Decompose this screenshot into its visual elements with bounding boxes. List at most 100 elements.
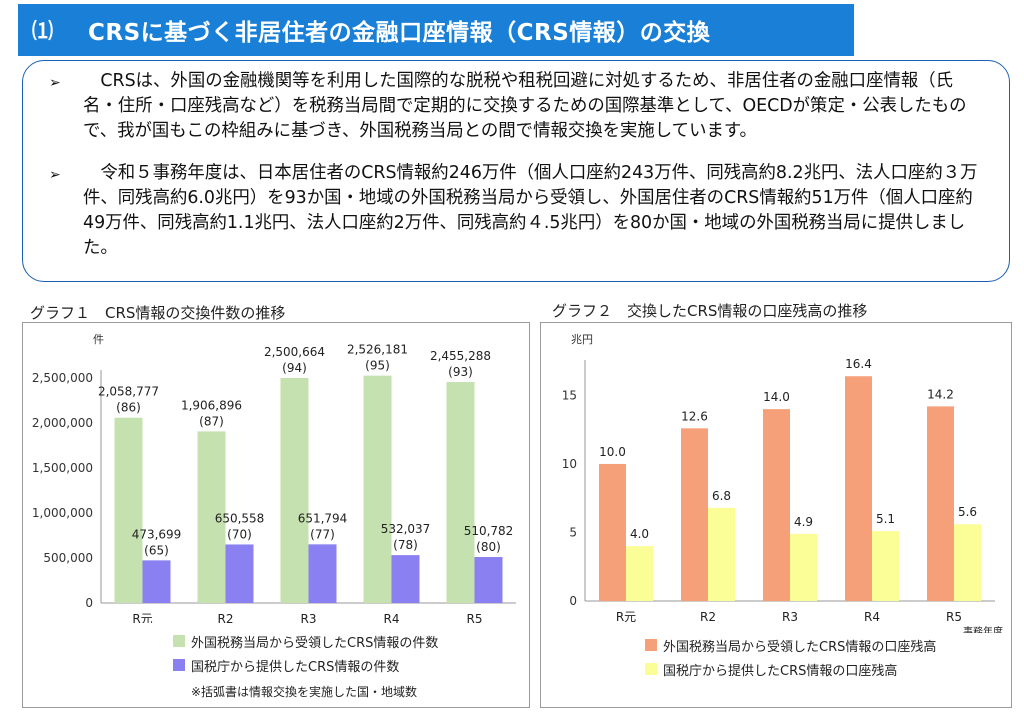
intro-box: ➢ CRSは、外国の金融機関等を利用した国際的な脱税や租税回避に対処するため、非… [22, 60, 1010, 282]
data-label: 14.2 [927, 387, 954, 401]
bar-provided [225, 544, 254, 603]
data-label: 4.0 [630, 527, 649, 541]
legend-swatch-provided [645, 663, 657, 675]
y-tick-label: 0 [85, 596, 93, 610]
chart1-plot: 0 500,000 1,000,000 1,500,000 2,000,000 2,500… [32, 333, 516, 623]
bar-provided [308, 544, 337, 603]
chart2-frame: 0 5 10 15 兆円 10.0 4.0 R元 12.6 6.8 R2 14.0 4.9 R3 16.4 5… [540, 322, 1012, 708]
x-tick-label: R3 [301, 612, 317, 623]
bar-received [845, 376, 872, 601]
chart1-note: ※括弧書は情報交換を実施した国・地域数 [191, 685, 418, 699]
arrow-bullet-icon: ➢ [49, 167, 61, 183]
bar-provided [142, 560, 171, 603]
bar-provided [708, 507, 735, 601]
bar-received [114, 417, 143, 603]
country-count-label: (78) [393, 538, 418, 552]
legend-swatch-provided [173, 659, 185, 671]
y-tick-label: 10 [562, 457, 577, 471]
section-number: ⑴ [32, 19, 53, 43]
data-label: 2,455,288 [430, 349, 491, 363]
bar-received [446, 382, 475, 603]
country-count-label: (94) [282, 361, 307, 375]
legend-label-provided: 国税庁から提供したCRS情報の件数 [191, 659, 400, 675]
chart2-title: グラフ２ 交換したCRS情報の口座残高の推移 [552, 302, 868, 320]
y-axis-label: 件 [93, 333, 104, 346]
chart2-legend: 外国税務当局から受領したCRS情報の口座残高 国税庁から提供したCRS情報の口座… [645, 633, 936, 681]
bar-received [681, 428, 708, 601]
country-count-label: (65) [144, 543, 169, 557]
legend-item-received: 外国税務当局から受領したCRS情報の口座残高 [645, 633, 936, 657]
x-tick-label: R元 [616, 610, 636, 624]
data-label: 2,058,777 [98, 385, 159, 399]
bar-received [599, 463, 626, 601]
intro-bullet-text: CRSは、外国の金融機関等を利用した国際的な脱税や租税回避に対処するため、非居住… [83, 71, 967, 141]
legend-label-received: 外国税務当局から受領したCRS情報の口座残高 [663, 639, 937, 655]
y-tick-label: 500,000 [43, 551, 93, 565]
data-label: 532,037 [381, 522, 431, 536]
y-tick-label: 2,500,000 [32, 371, 93, 385]
legend-label-provided: 国税庁から提供したCRS情報の口座残高 [663, 663, 898, 679]
data-label: 4.9 [794, 515, 813, 529]
data-label: 510,782 [464, 524, 514, 538]
bar-received [763, 409, 790, 601]
chart1-legend: 外国税務当局から受領したCRS情報の件数 国税庁から提供したCRS情報の件数 [173, 629, 438, 677]
chart1-frame: 0 500,000 1,000,000 1,500,000 2,000,000 2,500… [22, 322, 530, 708]
legend-swatch-received [645, 639, 657, 651]
legend-item-provided: 国税庁から提供したCRS情報の口座残高 [645, 657, 936, 681]
intro-bullet-text: 令和５事務年度は、日本居住者のCRS情報約246万件（個人口座約243万件、同残… [83, 163, 978, 258]
country-count-label: (87) [199, 414, 224, 428]
bar-received [927, 406, 954, 601]
y-tick-label: 1,000,000 [32, 506, 93, 520]
bar-provided [790, 533, 817, 601]
data-label: 12.6 [681, 409, 708, 423]
page-title: CRSに基づく非居住者の金融口座情報（CRS情報）の交換 [88, 20, 711, 46]
data-label: 10.0 [599, 445, 626, 459]
data-label: 2,500,664 [264, 345, 325, 359]
data-label: 16.4 [845, 357, 872, 371]
country-count-label: (95) [365, 359, 390, 373]
data-label: 473,699 [132, 527, 182, 541]
x-tick-label: R4 [864, 610, 880, 624]
x-tick-label: R2 [700, 610, 716, 624]
x-axis-label: 事務年度 [963, 625, 1003, 633]
country-count-label: (80) [476, 540, 501, 554]
bar-received [197, 431, 226, 603]
data-label: 6.8 [712, 489, 731, 503]
bar-received [363, 375, 392, 603]
chart2-plot: 0 5 10 15 兆円 10.0 4.0 R元 12.6 6.8 R2 14.0 4.9 R3 16.4 5… [562, 333, 1003, 633]
legend-label-received: 外国税務当局から受領したCRS情報の件数 [191, 635, 439, 651]
legend-item-provided: 国税庁から提供したCRS情報の件数 [173, 653, 438, 677]
bar-provided [391, 555, 420, 603]
data-label: 5.6 [958, 505, 977, 519]
bar-received [280, 377, 309, 603]
data-label: 1,906,896 [181, 398, 242, 412]
y-tick-label: 5 [569, 525, 577, 539]
legend-item-received: 外国税務当局から受領したCRS情報の件数 [173, 629, 438, 653]
bar-provided [872, 531, 899, 601]
x-tick-label: R4 [384, 612, 400, 623]
intro-bullet: ➢ CRSは、外国の金融機関等を利用した国際的な脱税や租税回避に対処するため、非… [49, 69, 983, 144]
chart1-title: グラフ１ CRS情報の交換件数の推移 [30, 304, 286, 322]
x-tick-label: R2 [218, 612, 234, 623]
bar-provided [954, 524, 981, 601]
x-tick-label: R5 [467, 612, 483, 623]
data-label: 651,794 [298, 511, 348, 525]
data-label: 5.1 [876, 512, 895, 526]
header-banner: ⑴ CRSに基づく非居住者の金融口座情報（CRS情報）の交換 [18, 4, 854, 56]
y-tick-label: 2,000,000 [32, 416, 93, 430]
y-axis-label: 兆円 [571, 333, 593, 346]
y-tick-label: 0 [569, 594, 577, 608]
legend-swatch-received [173, 635, 185, 647]
x-tick-label: R元 [132, 612, 152, 623]
x-tick-label: R5 [946, 610, 962, 624]
y-tick-label: 1,500,000 [32, 461, 93, 475]
y-tick-label: 15 [562, 388, 577, 402]
arrow-bullet-icon: ➢ [49, 75, 61, 91]
country-count-label: (86) [116, 401, 141, 415]
x-tick-label: R3 [782, 610, 798, 624]
data-label: 14.0 [763, 390, 790, 404]
bar-provided [474, 557, 503, 603]
intro-bullet: ➢ 令和５事務年度は、日本居住者のCRS情報約246万件（個人口座約243万件、… [49, 161, 983, 261]
data-label: 650,558 [215, 511, 265, 525]
country-count-label: (77) [310, 527, 335, 541]
